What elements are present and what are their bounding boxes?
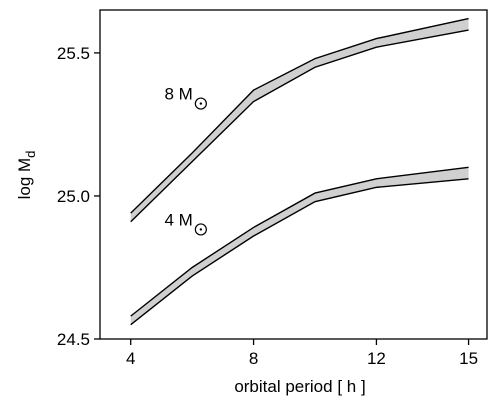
y-axis-label-main: log M — [15, 158, 34, 200]
y-axis-label: log Md — [15, 151, 38, 200]
band-upper-line — [130, 166, 469, 317]
band-labels-layer: 8 M 4 M — [165, 85, 207, 236]
x-tick-label: 4 — [126, 349, 135, 368]
band-lower-line — [130, 178, 469, 326]
band-lower-line — [130, 29, 469, 223]
sun-symbol-dot — [199, 228, 203, 231]
band-upper-line — [130, 17, 469, 214]
sun-symbol-dot — [199, 102, 203, 105]
bands-layer — [130, 17, 469, 326]
sun-symbol-icon — [194, 223, 207, 236]
series-label: 4 M — [165, 210, 193, 229]
y-tick-label: 25.5 — [57, 44, 90, 63]
x-tick-label: 8 — [249, 349, 258, 368]
plot-frame — [99, 9, 488, 340]
band-fill — [130, 167, 469, 325]
series-label: 8 M — [165, 85, 193, 104]
y-tick-label: 24.5 — [57, 330, 90, 349]
x-tick-label: 15 — [459, 349, 478, 368]
ticks-layer: 4 8 12 15 24.5 25.0 25.5 — [57, 44, 478, 368]
x-tick-label: 12 — [367, 349, 386, 368]
x-axis-label: orbital period [ h ] — [234, 377, 365, 396]
y-axis-label-subscript: d — [23, 151, 38, 158]
y-tick-label: 25.0 — [57, 187, 90, 206]
band-fill — [130, 18, 469, 222]
sun-symbol-icon — [194, 97, 207, 110]
